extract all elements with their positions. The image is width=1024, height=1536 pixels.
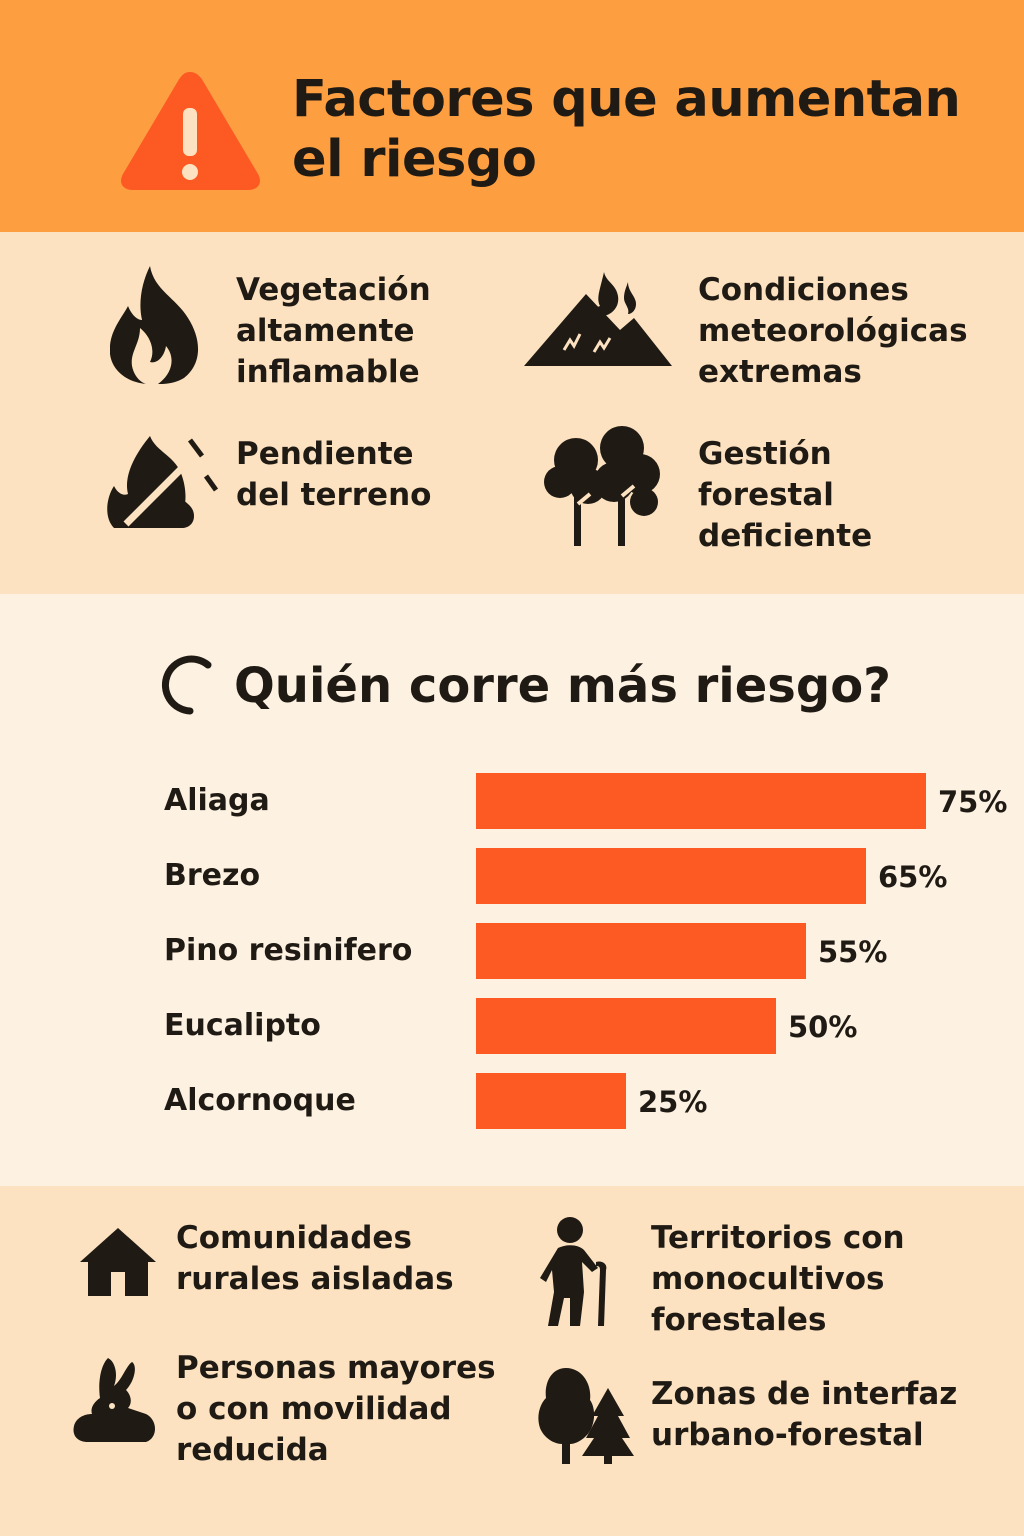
rabbit-icon — [73, 1358, 155, 1442]
trees-icon — [544, 426, 660, 546]
partial-circle-icon — [161, 655, 212, 715]
warning-icon — [121, 72, 260, 190]
elderly-person-icon — [540, 1217, 607, 1326]
group-label: Personas mayores o con movilidad reducid… — [176, 1350, 496, 1468]
slope-fire-icon — [107, 436, 218, 528]
burning-mountain-icon — [524, 272, 672, 366]
flame-icon — [110, 266, 199, 384]
vulnerable-groups-section: Comunidades rurales aisladas Territorios… — [0, 1186, 1024, 1536]
group-label: Zonas de interfaz urbano-forestal — [651, 1376, 958, 1453]
factor-label: Pendiente del terreno — [236, 436, 432, 513]
forest-icon — [538, 1368, 634, 1464]
group-label: Comunidades rurales aisladas — [176, 1220, 454, 1297]
house-icon — [80, 1228, 156, 1296]
risk-factors-section: Vegetación altamente inflamable Condicio… — [0, 232, 1024, 594]
factor-label: Vegetación altamente inflamable — [236, 272, 431, 390]
group-label: Territorios con monocultivos forestales — [651, 1220, 905, 1338]
header-banner: Factores que aumentan el riesgo — [0, 0, 1024, 232]
section-title: Quién corre más riesgo? — [234, 658, 892, 714]
factor-label: Condiciones meteorológicas extremas — [698, 272, 968, 390]
page-title: Factores que aumentan el riesgo — [292, 70, 961, 189]
factor-label: Gestión forestal deficiente — [698, 436, 873, 554]
